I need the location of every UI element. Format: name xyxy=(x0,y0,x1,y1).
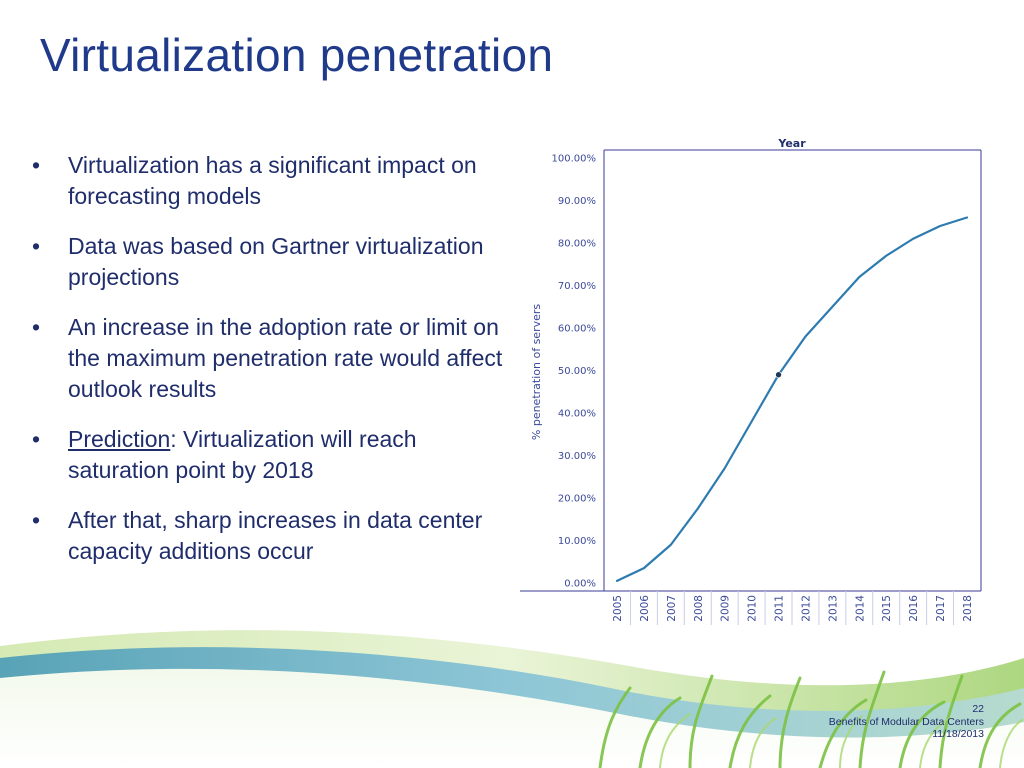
bullet-marker: • xyxy=(32,152,41,178)
y-tick-label: 20.00% xyxy=(558,494,596,505)
bullet-text: An increase in the adoption rate or limi… xyxy=(68,314,503,402)
bullet-item: • Data was based on Gartner virtualizati… xyxy=(30,231,510,293)
y-tick-label: 80.00% xyxy=(558,239,596,250)
y-tick-label: 10.00% xyxy=(558,536,596,547)
footer: 22 Benefits of Modular Data Centers 11/1… xyxy=(829,703,984,741)
y-tick-labels: 0.00% 10.00% 20.00% 30.00% 40.00% 50.00% 60.00… xyxy=(552,154,597,590)
y-tick-label: 100.00% xyxy=(552,154,597,165)
x-tick-labels: 2005 2006 2007 2008 2009 2010 2011 2012 2013 2014… xyxy=(612,591,974,625)
penetration-series-line xyxy=(615,216,969,582)
y-tick-label: 50.00% xyxy=(558,366,596,377)
y-tick-label: 30.00% xyxy=(558,451,596,462)
slide-title: Virtualization penetration xyxy=(40,29,554,81)
plot-frame xyxy=(520,149,982,592)
bullet-item: • After that, sharp increases in data ce… xyxy=(30,505,510,567)
page-number: 22 xyxy=(972,703,984,715)
bullet-item: • Prediction: Virtualization will reach … xyxy=(30,424,510,486)
y-tick-label: 0.00% xyxy=(564,579,596,590)
highlight-data-point xyxy=(775,371,782,379)
x-tick-label: 2012 xyxy=(800,595,812,622)
bullet-text: Data was based on Gartner virtualization… xyxy=(68,233,484,290)
bullet-list: • Virtualization has a significant impac… xyxy=(30,150,510,586)
x-tick-label: 2010 xyxy=(747,595,759,622)
series-layer xyxy=(615,216,969,582)
footer-date: 11/18/2013 xyxy=(932,728,984,740)
bullet-item: • An increase in the adoption rate or li… xyxy=(30,312,510,405)
bullet-lead-word: Prediction xyxy=(68,426,171,452)
bullet-text: Virtualization has a significant impact … xyxy=(68,152,477,209)
y-axis-title: % penetration of servers xyxy=(530,304,543,441)
bullet-marker: • xyxy=(32,314,41,340)
bullet-marker: • xyxy=(32,507,41,533)
x-tick-label: 2007 xyxy=(666,595,678,622)
y-tick-label: 40.00% xyxy=(558,409,596,420)
bullet-item: • Virtualization has a significant impac… xyxy=(30,150,510,212)
penetration-chart: Year % penetration of servers 0.00% 10.00… xyxy=(520,137,982,625)
x-tick-label: 2015 xyxy=(881,595,893,622)
x-tick-label: 2011 xyxy=(774,595,786,622)
x-tick-label: 2009 xyxy=(720,595,732,622)
x-tick-label: 2017 xyxy=(935,595,947,622)
y-tick-label: 70.00% xyxy=(558,281,596,292)
y-tick-label: 90.00% xyxy=(558,196,596,207)
y-tick-label: 60.00% xyxy=(558,324,596,335)
x-tick-label: 2013 xyxy=(827,595,839,622)
x-tick-label: 2006 xyxy=(639,595,651,622)
chart-title: Year xyxy=(777,137,806,150)
x-tick-label: 2016 xyxy=(908,595,920,622)
x-tick-label: 2005 xyxy=(612,595,624,622)
bullet-marker: • xyxy=(32,426,41,452)
x-tick-label: 2018 xyxy=(962,595,974,622)
grass-wave-decoration xyxy=(0,630,1024,768)
bullet-text: : Virtualization will reach saturation p… xyxy=(68,426,417,483)
footer-presentation-title: Benefits of Modular Data Centers xyxy=(828,715,984,728)
x-tick-label: 2014 xyxy=(854,595,866,622)
bullet-text: After that, sharp increases in data cent… xyxy=(68,507,483,564)
x-tick-label: 2008 xyxy=(693,595,705,622)
bullet-marker: • xyxy=(32,233,41,259)
